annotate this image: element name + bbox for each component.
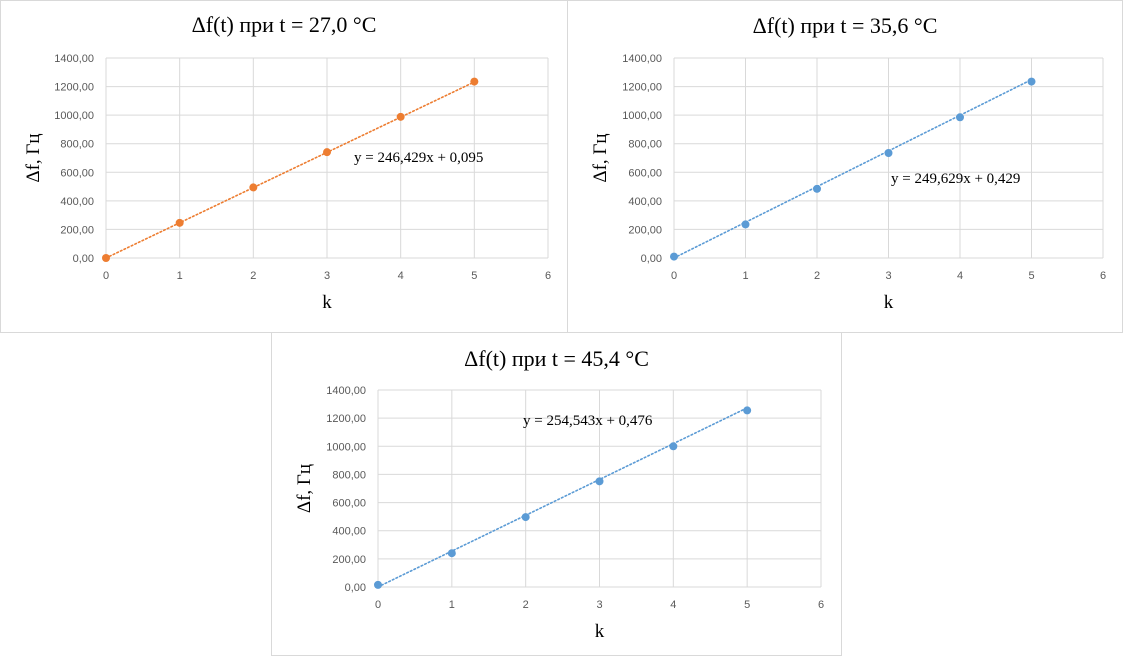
chart-svg: Δf(t) при t = 35,6 °C 0 1 2 3 4 5 6 0,00 200,00 40… xyxy=(590,13,1106,313)
y-tick-label: 200,00 xyxy=(332,554,366,566)
x-tick-label: 0 xyxy=(671,270,677,282)
data-point xyxy=(521,513,530,522)
y-tick-label: 600,00 xyxy=(60,167,94,179)
x-tick-label: 1 xyxy=(449,599,455,611)
x-tick-label: 4 xyxy=(398,270,404,282)
data-point xyxy=(1027,77,1036,86)
y-tick-label: 600,00 xyxy=(628,167,662,179)
y-axis-label: Δf, Гц xyxy=(294,464,315,513)
chart-svg: Δf(t) при t = 27,0 °C 0 1 2 3 4 5 6 0,00 200,00 40… xyxy=(23,12,551,313)
data-point xyxy=(175,218,184,227)
y-tick-label: 1000,00 xyxy=(326,441,366,453)
data-point xyxy=(813,184,821,193)
trendline xyxy=(377,407,748,588)
x-tick-label: 6 xyxy=(818,599,824,611)
x-tick-label: 2 xyxy=(814,270,820,282)
x-tick-label: 3 xyxy=(324,270,330,282)
trendline xyxy=(673,78,1033,259)
y-tick-label: 400,00 xyxy=(628,196,662,208)
data-point xyxy=(323,148,331,157)
y-axis-label: Δf, Гц xyxy=(590,133,611,182)
y-tick-label: 0,00 xyxy=(73,253,94,265)
data-point xyxy=(956,113,964,122)
y-tick-label: 1400,00 xyxy=(326,385,366,397)
y-tick-label: 1200,00 xyxy=(54,82,94,94)
y-tick-label: 0,00 xyxy=(641,253,662,265)
data-point xyxy=(669,442,678,451)
x-tick-label: 0 xyxy=(375,599,381,611)
y-tick-label: 1400,00 xyxy=(622,53,662,65)
x-tick-label: 1 xyxy=(177,270,183,282)
x-tick-label: 3 xyxy=(885,270,891,282)
chart-svg: Δf(t) при t = 45,4 °C 0 1 2 3 4 5 6 0,00 200,00 40… xyxy=(294,346,824,642)
data-point xyxy=(396,112,405,121)
data-point xyxy=(884,149,893,157)
y-axis-label: Δf, Гц xyxy=(23,133,44,182)
x-tick-label: 4 xyxy=(957,270,963,282)
y-tick-label: 1000,00 xyxy=(622,110,662,122)
data-point xyxy=(595,477,604,486)
x-tick-label: 5 xyxy=(744,599,750,611)
trendline-equation: y = 249,629x + 0,429 xyxy=(891,171,1020,187)
data-point xyxy=(670,252,678,261)
chart-title: Δf(t) при t = 35,6 °C xyxy=(753,13,938,38)
y-tick-label: 800,00 xyxy=(60,139,94,151)
chart-panel-2: Δf(t) при t = 35,6 °C 0 1 2 3 4 5 6 0,00 200,00 40… xyxy=(567,0,1123,333)
x-tick-label: 5 xyxy=(471,270,477,282)
y-tick-label: 1400,00 xyxy=(54,53,94,65)
chart-panel-1: Δf(t) при t = 27,0 °C 0 1 2 3 4 5 6 0,00 200,00 40… xyxy=(0,0,568,333)
y-tick-label: 400,00 xyxy=(60,196,94,208)
chart-title: Δf(t) при t = 27,0 °C xyxy=(192,12,377,37)
y-tick-label: 0,00 xyxy=(345,582,366,594)
x-tick-label: 2 xyxy=(250,270,256,282)
data-point xyxy=(741,220,750,229)
y-tick-label: 1200,00 xyxy=(326,413,366,425)
trendline xyxy=(105,81,476,259)
y-tick-label: 200,00 xyxy=(628,224,662,236)
x-axis-label: k xyxy=(884,292,894,313)
trendline-equation: y = 254,543x + 0,476 xyxy=(523,413,653,429)
x-tick-label: 0 xyxy=(103,270,109,282)
y-tick-label: 800,00 xyxy=(332,469,366,481)
y-tick-label: 200,00 xyxy=(60,224,94,236)
y-tick-label: 800,00 xyxy=(628,139,662,151)
x-tick-label: 6 xyxy=(545,270,551,282)
x-tick-label: 4 xyxy=(670,599,676,611)
chart-title: Δf(t) при t = 45,4 °C xyxy=(464,346,649,371)
x-tick-label: 5 xyxy=(1028,270,1034,282)
y-tick-label: 400,00 xyxy=(332,526,366,538)
y-tick-label: 1000,00 xyxy=(54,110,94,122)
data-point xyxy=(447,549,456,558)
data-point xyxy=(743,406,752,415)
x-tick-label: 2 xyxy=(523,599,529,611)
trendline-equation: y = 246,429x + 0,095 xyxy=(354,150,483,166)
data-point xyxy=(374,580,382,589)
data-point xyxy=(249,183,258,192)
chart-panel-3: Δf(t) при t = 45,4 °C 0 1 2 3 4 5 6 0,00 200,00 40… xyxy=(271,332,842,656)
x-tick-label: 1 xyxy=(742,270,748,282)
y-tick-label: 1200,00 xyxy=(622,82,662,94)
x-axis-label: k xyxy=(595,621,605,642)
x-tick-label: 6 xyxy=(1100,270,1106,282)
x-axis-label: k xyxy=(322,292,332,313)
y-tick-label: 600,00 xyxy=(332,498,366,510)
x-tick-label: 3 xyxy=(596,599,602,611)
data-point xyxy=(470,77,479,86)
data-point xyxy=(102,254,110,262)
